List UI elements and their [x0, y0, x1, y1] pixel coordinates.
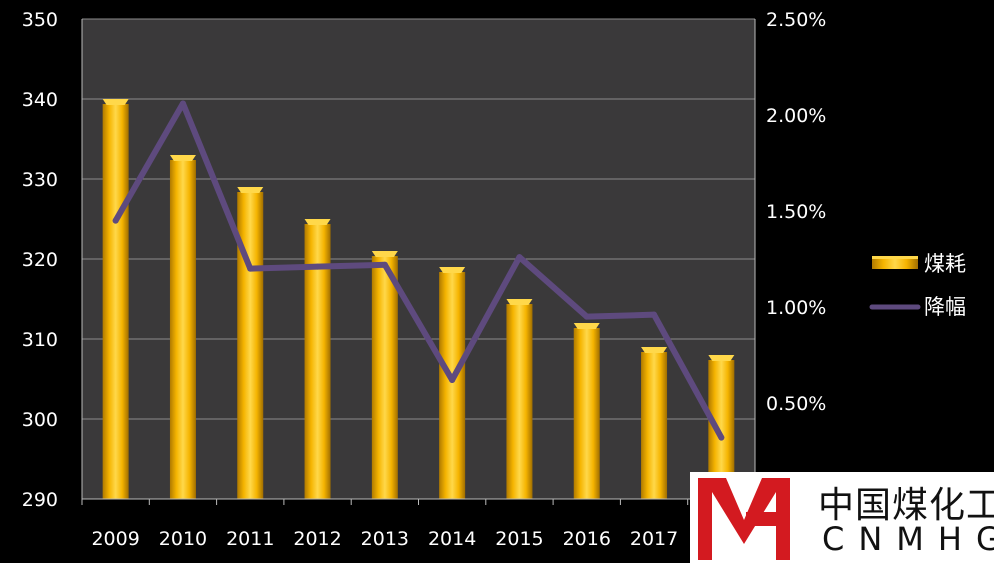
y-left-tick-label: 320: [22, 249, 58, 271]
cnmhg-logo-icon: [698, 478, 790, 560]
bar-top: [439, 267, 466, 273]
line-point: [314, 263, 321, 270]
y-right-tick-label: 0.50%: [766, 393, 826, 415]
y-right-tick-label: 2.50%: [766, 9, 826, 31]
x-tick-label: 2016: [563, 528, 611, 550]
bar-top: [237, 187, 264, 193]
line-point: [247, 265, 254, 272]
y-left-tick-label: 290: [22, 489, 58, 511]
watermark: 中国煤化工 CNMHG: [690, 472, 994, 563]
line-point: [112, 217, 119, 224]
x-tick-label: 2012: [293, 528, 341, 550]
line-series: [112, 100, 725, 441]
x-tick-label: 2010: [159, 528, 207, 550]
watermark-english-text: CNMHG: [822, 520, 994, 558]
x-tick-label: 2017: [630, 528, 678, 550]
line-point: [651, 311, 658, 318]
y-left-tick-label: 350: [22, 9, 58, 31]
bar-top: [641, 347, 668, 353]
legend-swatch-bar-highlight: [872, 256, 918, 259]
bar: [237, 192, 264, 499]
x-tick-label: 2013: [361, 528, 409, 550]
bar-top: [102, 99, 129, 105]
x-tick-label: 2011: [226, 528, 274, 550]
y-left-tick-label: 330: [22, 169, 58, 191]
bar-top: [708, 355, 735, 361]
bar-top: [506, 299, 533, 305]
x-tick-label: 2015: [495, 528, 543, 550]
bar: [641, 352, 668, 499]
bar: [169, 160, 196, 499]
x-tick-label: 2009: [91, 528, 139, 550]
y-right-tick-label: 1.50%: [766, 201, 826, 223]
legend-label: 降幅: [924, 295, 966, 319]
y-left-tick-label: 310: [22, 329, 58, 351]
bar: [102, 104, 129, 499]
line-point: [583, 313, 590, 320]
legend-swatch-bar: [872, 256, 918, 269]
bar-top: [371, 251, 398, 257]
bar-top: [573, 323, 600, 329]
bar-top: [169, 155, 196, 161]
x-tick-label: 2014: [428, 528, 476, 550]
y-right-tick-label: 1.00%: [766, 297, 826, 319]
line-point: [718, 434, 725, 441]
y-left-tick-label: 340: [22, 89, 58, 111]
bar: [371, 256, 398, 499]
bar: [439, 272, 466, 499]
bar: [506, 304, 533, 499]
line-point: [179, 100, 186, 107]
watermark-chinese-text: 中国煤化工: [818, 485, 994, 526]
y-left-tick-label: 300: [22, 409, 58, 431]
bar: [573, 328, 600, 499]
line-point: [516, 254, 523, 261]
line-point: [381, 261, 388, 268]
legend-label: 煤耗: [924, 252, 966, 276]
line-point: [449, 376, 456, 383]
y-right-tick-label: 2.00%: [766, 105, 826, 127]
bar-top: [304, 219, 331, 225]
